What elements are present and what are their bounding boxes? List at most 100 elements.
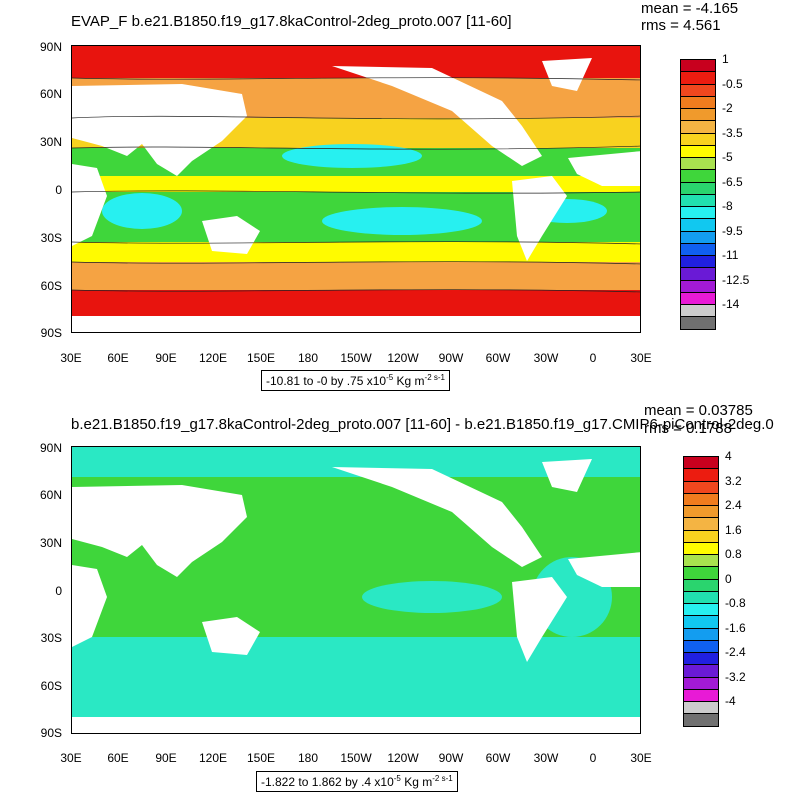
colorbar-box <box>683 456 719 470</box>
lon-label: 90E <box>155 351 177 365</box>
lon-label: 60E <box>107 351 129 365</box>
lon-label: 180 <box>297 351 319 365</box>
southern-ocean-band <box>72 290 640 316</box>
colorbar-label: -14 <box>722 297 740 311</box>
bottom-colorbar-legend: 4 3.2 2.4 1.6 0.8 0 -0.8 -1.6 -2.4 -3.2 -4 <box>683 449 800 727</box>
colorbar-box <box>680 193 716 207</box>
lon-label: 120E <box>198 751 228 765</box>
north-america-landmass <box>332 467 542 567</box>
colorbar-box <box>680 230 716 244</box>
colorbar-label: 0 <box>725 571 732 586</box>
bottom-map-frame <box>71 446 641 734</box>
lon-label: 30E <box>60 751 82 765</box>
colorbar-box <box>680 157 716 171</box>
contour-unit-exponent: -2 s-1 <box>432 774 453 783</box>
bottom-contour-info: -1.822 to 1.862 by .4 x10-5 Kg m-2 s-1 <box>256 771 458 792</box>
colorbar-label: 1.6 <box>725 522 742 537</box>
africa-east-landmass <box>72 164 107 246</box>
lon-label: 90W <box>438 351 464 365</box>
lat-label: 90N <box>39 441 62 455</box>
lon-label: 0 <box>589 751 597 765</box>
lon-label: 60E <box>107 751 129 765</box>
north-pacific-pool <box>282 144 422 168</box>
colorbar-label: -8 <box>722 199 733 213</box>
greenland-landmass <box>542 459 592 492</box>
colorbar-label: 4 <box>725 449 732 463</box>
colorbar-box <box>680 144 716 158</box>
colorbar-box <box>683 505 719 519</box>
colorbar-box <box>680 108 716 122</box>
australia-landmass <box>202 216 260 254</box>
lon-label: 150E <box>246 351 276 365</box>
colorbar-box <box>680 267 716 281</box>
greenland-landmass <box>542 58 592 91</box>
top-rms-stat: rms = 4.561 <box>641 17 721 34</box>
lat-label: 30S <box>40 231 62 245</box>
colorbar-box <box>683 615 719 629</box>
lon-label: 150W <box>340 751 372 765</box>
lat-label: 60S <box>40 279 62 293</box>
colorbar-box <box>680 316 716 330</box>
colorbar-box <box>683 652 719 666</box>
colorbar-label: -3.2 <box>725 669 746 684</box>
lat-label: 0 <box>55 183 62 197</box>
lat-label: 30N <box>39 135 62 149</box>
lon-label: 150E <box>246 751 276 765</box>
colorbar-box <box>683 603 719 617</box>
bottom-mean-stat: mean = 0.03785 <box>644 402 753 419</box>
south-subtrop-band <box>72 242 640 262</box>
colorbar-label: -5 <box>722 150 733 164</box>
lon-label: 90W <box>438 751 464 765</box>
colorbar-box <box>683 492 719 506</box>
lon-label: 30W <box>533 751 559 765</box>
lon-label: 120W <box>387 751 419 765</box>
colorbar-box <box>683 639 719 653</box>
southern-ocean-band <box>72 637 640 717</box>
lat-label: 30N <box>39 536 62 550</box>
colorbar-label: -12.5 <box>722 272 750 287</box>
lat-label: 60N <box>39 87 62 101</box>
colorbar-label: -6.5 <box>722 174 743 189</box>
colorbar-label: -2.4 <box>725 645 746 659</box>
top-map-frame <box>71 45 641 333</box>
africa-west-landmass <box>568 151 640 186</box>
lon-label: 180 <box>297 751 319 765</box>
contour-lines <box>72 77 640 293</box>
colorbar-label: -2 <box>722 101 733 115</box>
bottom-map-panel: b.e21.B1850.f19_g17.8kaControl-2deg_prot… <box>0 400 800 800</box>
africa-east-landmass <box>72 565 107 647</box>
colorbar-label: -4 <box>725 694 736 708</box>
colorbar-box <box>680 95 716 109</box>
bottom-rms-stat: rms = 0.1788 <box>644 420 732 437</box>
lon-label: 0 <box>589 351 597 365</box>
colorbar-box <box>683 688 719 702</box>
south-mid-band <box>72 262 640 290</box>
colorbar-label: 1 <box>722 52 729 66</box>
colorbar-box <box>683 541 719 555</box>
colorbar-box <box>680 71 716 85</box>
colorbar-box <box>680 169 716 183</box>
south-america-landmass <box>512 176 567 261</box>
colorbar-box <box>683 676 719 690</box>
contour-unit: Kg m <box>400 775 433 789</box>
top-contour-info: -10.81 to -0 by .75 x10-5 Kg m-2 s-1 <box>261 370 450 391</box>
top-colorbar-legend: 1 -0.5 -2 -3.5 -5 -6.5 -8 -9.5 -11 -12.5 -14 <box>680 52 800 330</box>
top-map-panel: EVAP_F b.e21.B1850.f19_g17.8kaControl-2d… <box>39 1 800 391</box>
lon-label: 30E <box>60 351 82 365</box>
colorbar-box <box>680 83 716 97</box>
colorbar-box <box>680 242 716 256</box>
lat-label: 90S <box>40 726 62 740</box>
colorbar-box <box>680 304 716 318</box>
bottom-panel-title: b.e21.B1850.f19_g17.8kaControl-2deg_prot… <box>71 416 774 433</box>
antarctica <box>72 717 640 733</box>
colorbar-box <box>683 554 719 568</box>
contour-exponent: -5 <box>386 373 394 382</box>
colorbar-box <box>683 664 719 678</box>
lat-label: 90N <box>39 40 62 54</box>
colorbar-box <box>680 218 716 232</box>
lon-label: 60W <box>485 351 511 365</box>
colorbar-box <box>683 480 719 494</box>
colorbar-label: -0.8 <box>725 596 746 610</box>
australia-landmass <box>202 617 260 655</box>
colorbar-box <box>683 701 719 715</box>
